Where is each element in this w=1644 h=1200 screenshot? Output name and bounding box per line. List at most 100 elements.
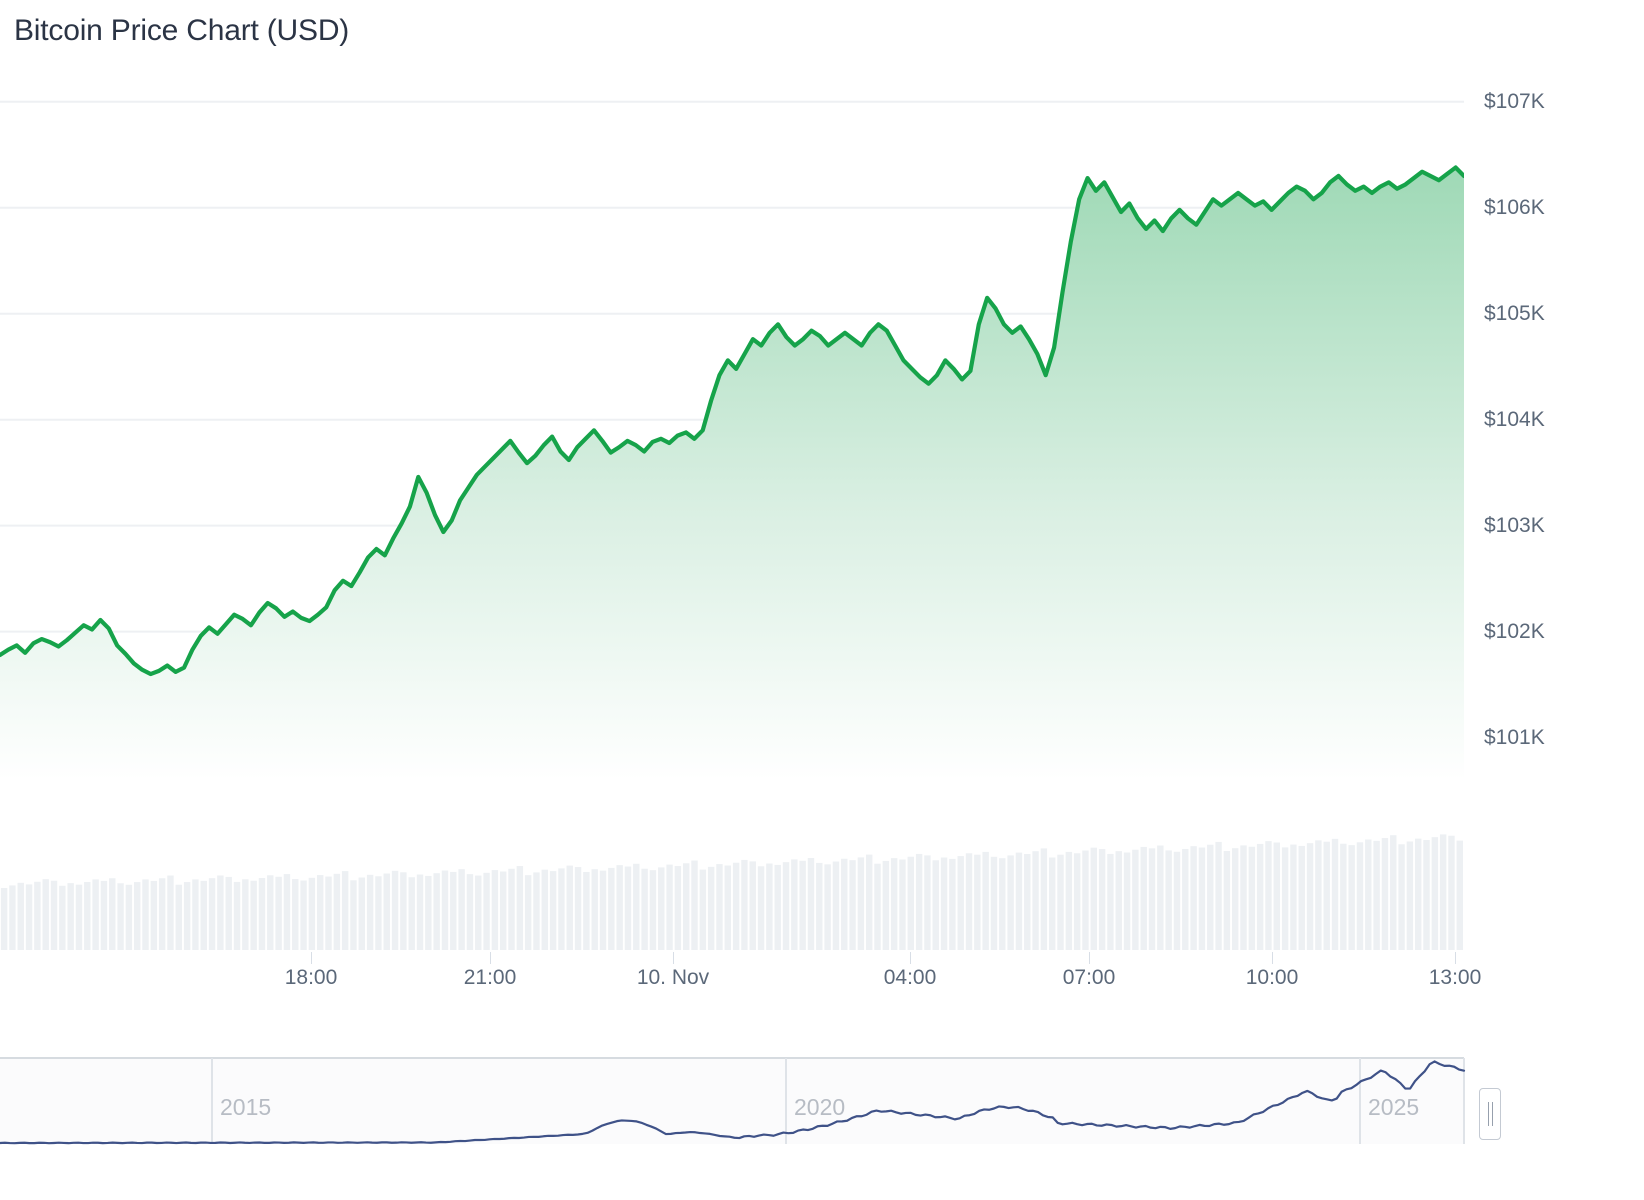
volume-bar — [1406, 841, 1414, 950]
volume-bar — [766, 863, 773, 950]
volume-bar — [34, 881, 41, 950]
volume-bar — [616, 865, 623, 950]
volume-bar — [1273, 842, 1280, 950]
volume-bar — [1290, 844, 1297, 950]
y-axis-labels: $101K $102K $103K $104K $105K $106K $107K — [1484, 70, 1644, 780]
volume-bar — [1190, 846, 1197, 950]
volume-bar — [341, 871, 349, 950]
volume-bar — [217, 875, 224, 950]
volume-bar — [142, 879, 149, 950]
volume-bar — [366, 874, 374, 950]
volume-bar — [907, 856, 914, 950]
volume-bar — [1356, 842, 1364, 950]
volume-bar — [1323, 841, 1330, 950]
volume-bar — [799, 860, 806, 950]
volume-bar — [1157, 845, 1164, 950]
volume-bar — [832, 861, 840, 950]
y-axis-tick-label: $106K — [1484, 195, 1545, 219]
y-axis-tick-label: $101K — [1484, 725, 1545, 749]
x-axis-tick-mark — [673, 952, 674, 964]
volume-bar — [109, 878, 116, 950]
volume-bar — [316, 875, 324, 950]
volume-bar — [1065, 851, 1073, 950]
volume-bar — [1215, 841, 1222, 950]
volume-bar — [899, 859, 906, 950]
volume-bar — [375, 876, 382, 950]
volume-bar — [483, 872, 490, 950]
volume-bar — [150, 880, 158, 950]
volume-bar — [250, 880, 257, 950]
volume-bar — [9, 885, 16, 950]
volume-bar — [724, 865, 731, 950]
volume-bar — [949, 858, 956, 950]
volume-bar — [1057, 854, 1064, 950]
volume-bar — [391, 870, 399, 950]
volume-bar — [1098, 849, 1106, 950]
volume-bar — [158, 878, 166, 950]
volume-bar — [383, 873, 390, 950]
volume-bar — [200, 880, 207, 950]
volume-bar — [741, 859, 748, 950]
navigator-chart[interactable] — [0, 1032, 1530, 1148]
volume-bar — [1231, 848, 1239, 950]
volume-bar — [433, 873, 440, 950]
volume-bar — [1165, 850, 1172, 950]
volume-bar — [658, 867, 665, 950]
volume-bar — [475, 875, 482, 950]
volume-bar — [1423, 840, 1430, 950]
volume-bar — [1148, 848, 1156, 950]
price-area-fill — [0, 167, 1464, 780]
volume-bar — [1373, 840, 1380, 950]
price-line — [0, 165, 1464, 677]
volume-bar — [225, 876, 232, 950]
volume-bar — [849, 860, 856, 950]
volume-bar — [125, 884, 133, 950]
volume-bar — [716, 864, 723, 950]
volume-bars-area[interactable] — [0, 832, 1464, 950]
x-axis-tick-label: 10:00 — [1245, 966, 1299, 989]
volume-bar — [499, 871, 507, 950]
volume-bar — [1182, 848, 1189, 950]
volume-bar — [1248, 846, 1256, 950]
volume-bar — [915, 853, 923, 950]
y-axis-tick-label: $104K — [1484, 407, 1545, 431]
volume-bar — [267, 875, 274, 950]
volume-bar — [1331, 838, 1339, 950]
volume-bar — [574, 867, 582, 950]
price-plot-area[interactable] — [0, 70, 1464, 780]
navigator-selected-range[interactable] — [0, 1058, 1464, 1144]
volume-bar — [782, 862, 790, 950]
volume-bar — [300, 880, 307, 950]
volume-bar — [874, 863, 881, 950]
volume-bar — [1381, 838, 1389, 950]
volume-bar — [1082, 850, 1089, 950]
volume-bar — [533, 872, 540, 950]
volume-bar — [92, 879, 99, 950]
volume-bar — [749, 861, 756, 950]
volume-bar — [350, 880, 357, 950]
volume-bar — [25, 884, 33, 950]
volume-bar — [1173, 851, 1181, 950]
volume-bar — [974, 854, 981, 950]
volume-bar — [1140, 846, 1147, 950]
navigator-right-handle[interactable] — [1479, 1088, 1501, 1140]
volume-bar — [1340, 843, 1347, 950]
price-area-chart[interactable] — [0, 70, 1464, 780]
volume-bar — [857, 857, 865, 950]
x-axis-tick-mark — [910, 952, 911, 964]
volume-bar — [1256, 843, 1264, 950]
volume-bar — [466, 874, 474, 950]
navigator-year-label: 2025 — [1368, 1094, 1420, 1120]
volume-bar — [699, 869, 707, 950]
y-axis-tick-label: $105K — [1484, 301, 1545, 325]
volume-bar — [558, 868, 565, 950]
x-axis-tick-label: 04:00 — [883, 966, 937, 989]
volume-bar — [1024, 854, 1031, 950]
volume-bar — [441, 870, 449, 950]
volume-bar — [757, 866, 765, 950]
navigator[interactable]: 2015 2020 2025 — [0, 1032, 1530, 1148]
navigator-year-label: 2015 — [220, 1094, 272, 1120]
volume-bar — [932, 860, 939, 950]
volume-bar — [308, 877, 316, 950]
